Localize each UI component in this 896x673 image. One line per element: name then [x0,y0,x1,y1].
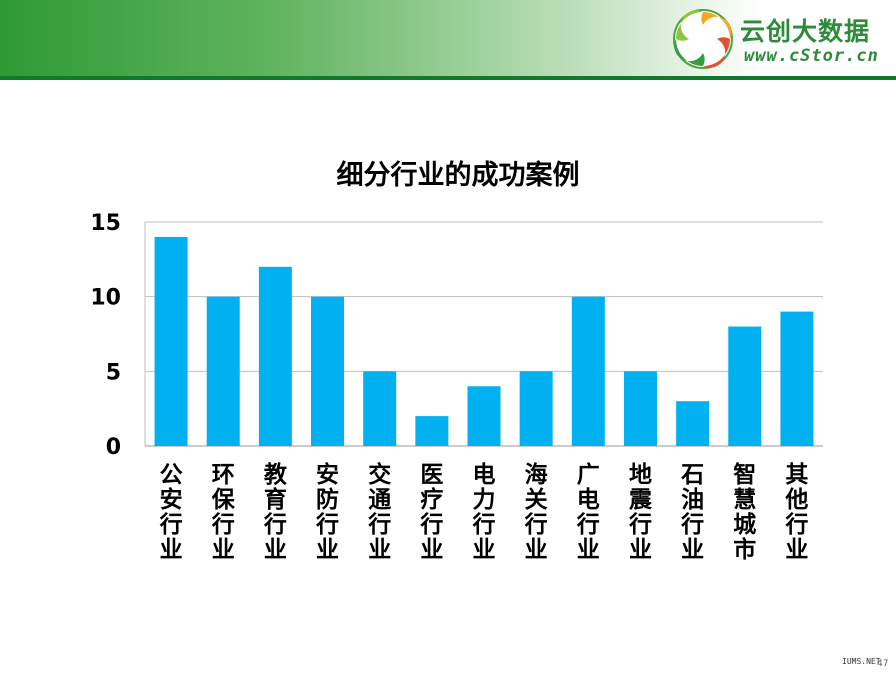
bar [676,401,710,446]
bar [363,371,397,446]
x-tick-label: 智慧城市 [733,461,756,563]
x-tick-label: 交通行业 [367,461,391,563]
bar [467,386,501,446]
bars [154,236,814,446]
x-tick-label: 海关行业 [524,461,548,563]
x-tick-labels: 公安行业 环保行业 教育行业 安防行业 交通行业 医疗行业 电力行业 海关行业 广电行业 地震行业… [159,461,809,563]
bar [415,416,449,446]
bar [258,266,292,446]
y-tick-label: 10 [90,286,121,311]
y-tick-label: 5 [106,360,121,385]
logo-name: 云创大数据 [740,17,871,46]
x-tick-label: 地震行业 [628,462,653,563]
x-tick-label: 安防行业 [315,461,339,563]
header-divider [0,76,896,80]
chart-title: 细分行业的成功案例 [337,159,580,191]
x-tick-label: 医疗行业 [419,462,443,563]
logo-url: www.cStor.cn [744,46,879,66]
logo: 云创大数据 www.cStor.cn [668,6,890,72]
x-tick-label: 电力行业 [472,462,496,563]
watermark: IUMS.NET [842,657,881,666]
bar [780,311,814,446]
bar [154,236,188,446]
x-tick-label: 其他行业 [784,462,808,563]
y-tick-label: 0 [106,435,121,460]
bar [311,296,345,446]
x-tick-label: 广电行业 [576,461,600,563]
x-tick-label: 教育行业 [263,461,288,563]
bar [206,296,240,446]
bar [623,371,657,446]
x-tick-label: 石油行业 [680,462,704,563]
x-tick-label: 公安行业 [159,462,183,563]
y-tick-label: 15 [90,211,121,236]
y-tick-labels: 0 5 10 15 [90,211,121,460]
page-number: 47 [877,659,889,669]
bar [519,371,553,446]
bar [728,326,762,446]
x-tick-label: 环保行业 [211,462,236,563]
header-bar [0,0,896,76]
bar [571,296,605,446]
logo-swirl-icon [673,9,733,69]
